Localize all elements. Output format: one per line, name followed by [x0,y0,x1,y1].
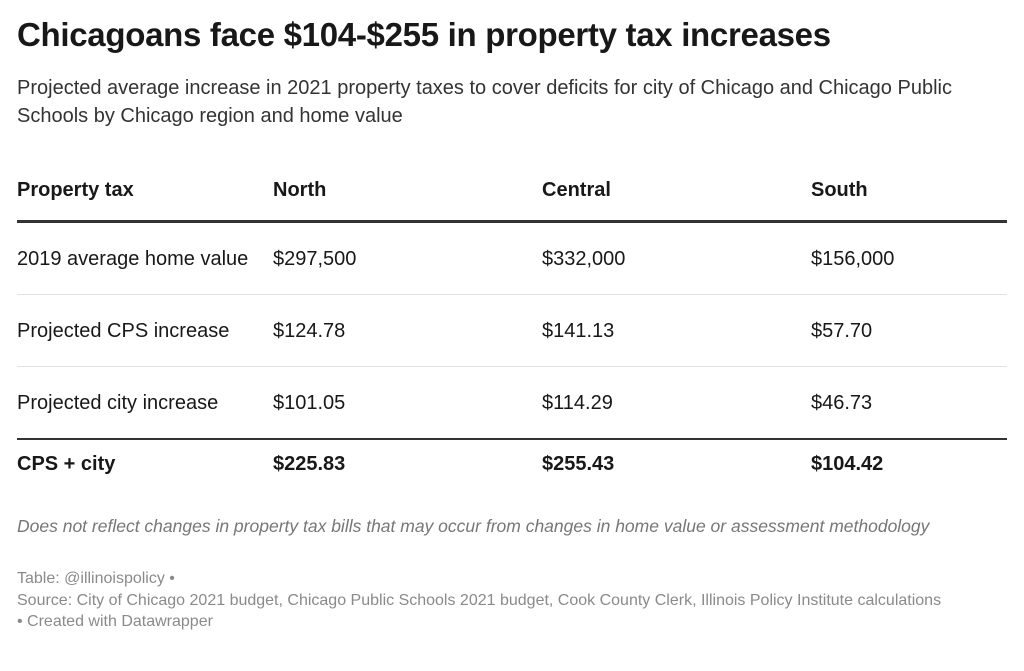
table-cell: $156,000 [811,247,895,270]
row-label: 2019 average home value [17,247,249,270]
row-label: CPS + city [17,453,116,475]
table-cell: $225.83 [273,453,346,475]
table-cell: $255.43 [542,453,615,475]
table-cell: $101.05 [273,391,346,414]
data-table: Property tax North Central South 2019 av… [17,160,1007,488]
column-header[interactable]: North [273,179,327,201]
table-cell: $57.70 [811,319,873,342]
table-total-row: CPS + city $225.83 $255.43 $104.42 [17,440,1007,488]
column-header[interactable]: South [811,179,868,201]
table-cell: $46.73 [811,391,873,414]
chart-footer: Table: @illinoispolicy • Source: City of… [17,568,1007,633]
table-cell: $114.29 [542,391,613,414]
column-header[interactable]: Central [542,179,611,201]
table-row: Projected city increase $101.05 $114.29 … [17,367,1007,440]
table-cell: $141.13 [542,319,615,342]
chart-notes: Does not reflect changes in property tax… [17,516,930,536]
table-header-row: Property tax North Central South [17,160,1007,223]
table-cell: $104.42 [811,453,884,475]
row-label: Projected city increase [17,391,219,414]
table-cell: $124.78 [273,319,346,342]
chart-subtitle: Projected average increase in 2021 prope… [17,77,952,127]
byline: Table: @illinoispolicy • [17,570,175,587]
chart-title: Chicagoans face $104-$255 in property ta… [17,16,831,53]
table-cell: $332,000 [542,247,626,270]
column-header[interactable]: Property tax [17,179,134,201]
table-cell: $297,500 [273,247,357,270]
table-row: 2019 average home value $297,500 $332,00… [17,223,1007,295]
table-row: Projected CPS increase $124.78 $141.13 $… [17,295,1007,367]
row-label: Projected CPS increase [17,319,230,342]
datawrapper-credit[interactable]: • Created with Datawrapper [17,613,213,630]
source: Source: City of Chicago 2021 budget, Chi… [17,591,942,609]
